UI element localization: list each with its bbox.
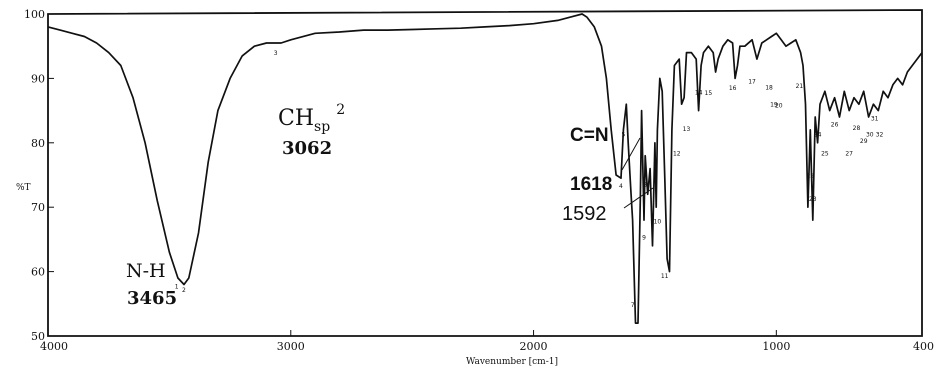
- peak-number: 10: [654, 218, 662, 225]
- annotation-ch-subscript: sp: [314, 119, 330, 135]
- y-axis-ticks: 50 60 70 80 90 100: [24, 8, 54, 343]
- peak-number: 23: [809, 196, 817, 203]
- annotation-cn-value: 1618: [570, 174, 612, 195]
- y-tick-label: 100: [24, 8, 45, 21]
- peak-number: 7: [631, 302, 635, 309]
- peak-number: 8: [643, 182, 647, 189]
- peak-number: 14: [695, 90, 703, 97]
- peak-number: 16: [729, 85, 737, 92]
- peak-number: 32: [876, 131, 884, 138]
- x-axis-ticks: 4000 3000 2000 1000 400: [40, 330, 934, 353]
- peak-number: 15: [705, 90, 713, 97]
- peak-number: 26: [831, 122, 839, 129]
- annotation-nh-value: 3465: [127, 288, 177, 309]
- annotation-nh-label: N-H: [126, 260, 166, 282]
- annotation-1592-leader: [623, 187, 654, 209]
- spectrum-line: [47, 13, 923, 324]
- annotation-1592-value: 1592: [562, 203, 607, 225]
- peak-number: 25: [821, 151, 829, 158]
- peak-number: 21: [796, 83, 804, 90]
- peak-number: 11: [661, 273, 669, 280]
- plot-border: [47, 9, 923, 337]
- spectrum-series: [47, 13, 923, 324]
- x-tick-label: 3000: [277, 340, 305, 353]
- peak-number: 5: [621, 131, 625, 138]
- peak-number: 2: [182, 287, 186, 294]
- peak-number: 24: [814, 131, 822, 138]
- x-tick-label: 1000: [762, 340, 790, 353]
- y-tick-label: 90: [31, 72, 45, 85]
- y-axis-label: %T: [16, 183, 31, 193]
- peak-number: 29: [860, 138, 868, 145]
- peak-number: 9: [642, 234, 646, 241]
- peak-number: 3: [274, 50, 278, 57]
- annotation-ch-value: 3062: [282, 138, 332, 159]
- peak-number: 30: [866, 131, 874, 138]
- annotation-cn-label: C=N: [570, 125, 609, 146]
- peak-number: 13: [683, 126, 691, 133]
- annotation-1618-leader: [621, 137, 641, 171]
- x-tick-label: 2000: [520, 340, 548, 353]
- peak-number: 20: [775, 102, 783, 109]
- peak-number: 18: [765, 84, 773, 91]
- peak-number: 28: [853, 125, 861, 132]
- y-tick-label: 70: [31, 201, 45, 214]
- plot-frame: [47, 9, 923, 337]
- peak-number: 17: [748, 79, 756, 86]
- y-tick-label: 80: [31, 137, 45, 150]
- peak-number: 27: [845, 151, 853, 158]
- peak-number: 12: [673, 151, 681, 158]
- peak-number: 19: [770, 102, 778, 109]
- annotation-ch-superscript: 2: [336, 102, 345, 118]
- y-tick-label: 60: [31, 266, 45, 279]
- x-tick-label: 400: [913, 340, 934, 353]
- peak-number: 31: [871, 115, 879, 122]
- annotation-ch-main: CH: [278, 106, 314, 131]
- x-tick-label: 4000: [40, 340, 68, 353]
- annotation-ch-label: CHsp 2: [278, 102, 345, 135]
- peak-number: 22: [807, 173, 815, 180]
- x-axis-label: Wavenumber [cm-1]: [466, 357, 558, 367]
- y-tick-label: 50: [31, 330, 45, 343]
- peak-number: 1: [175, 283, 179, 290]
- peak-number: 4: [619, 183, 623, 190]
